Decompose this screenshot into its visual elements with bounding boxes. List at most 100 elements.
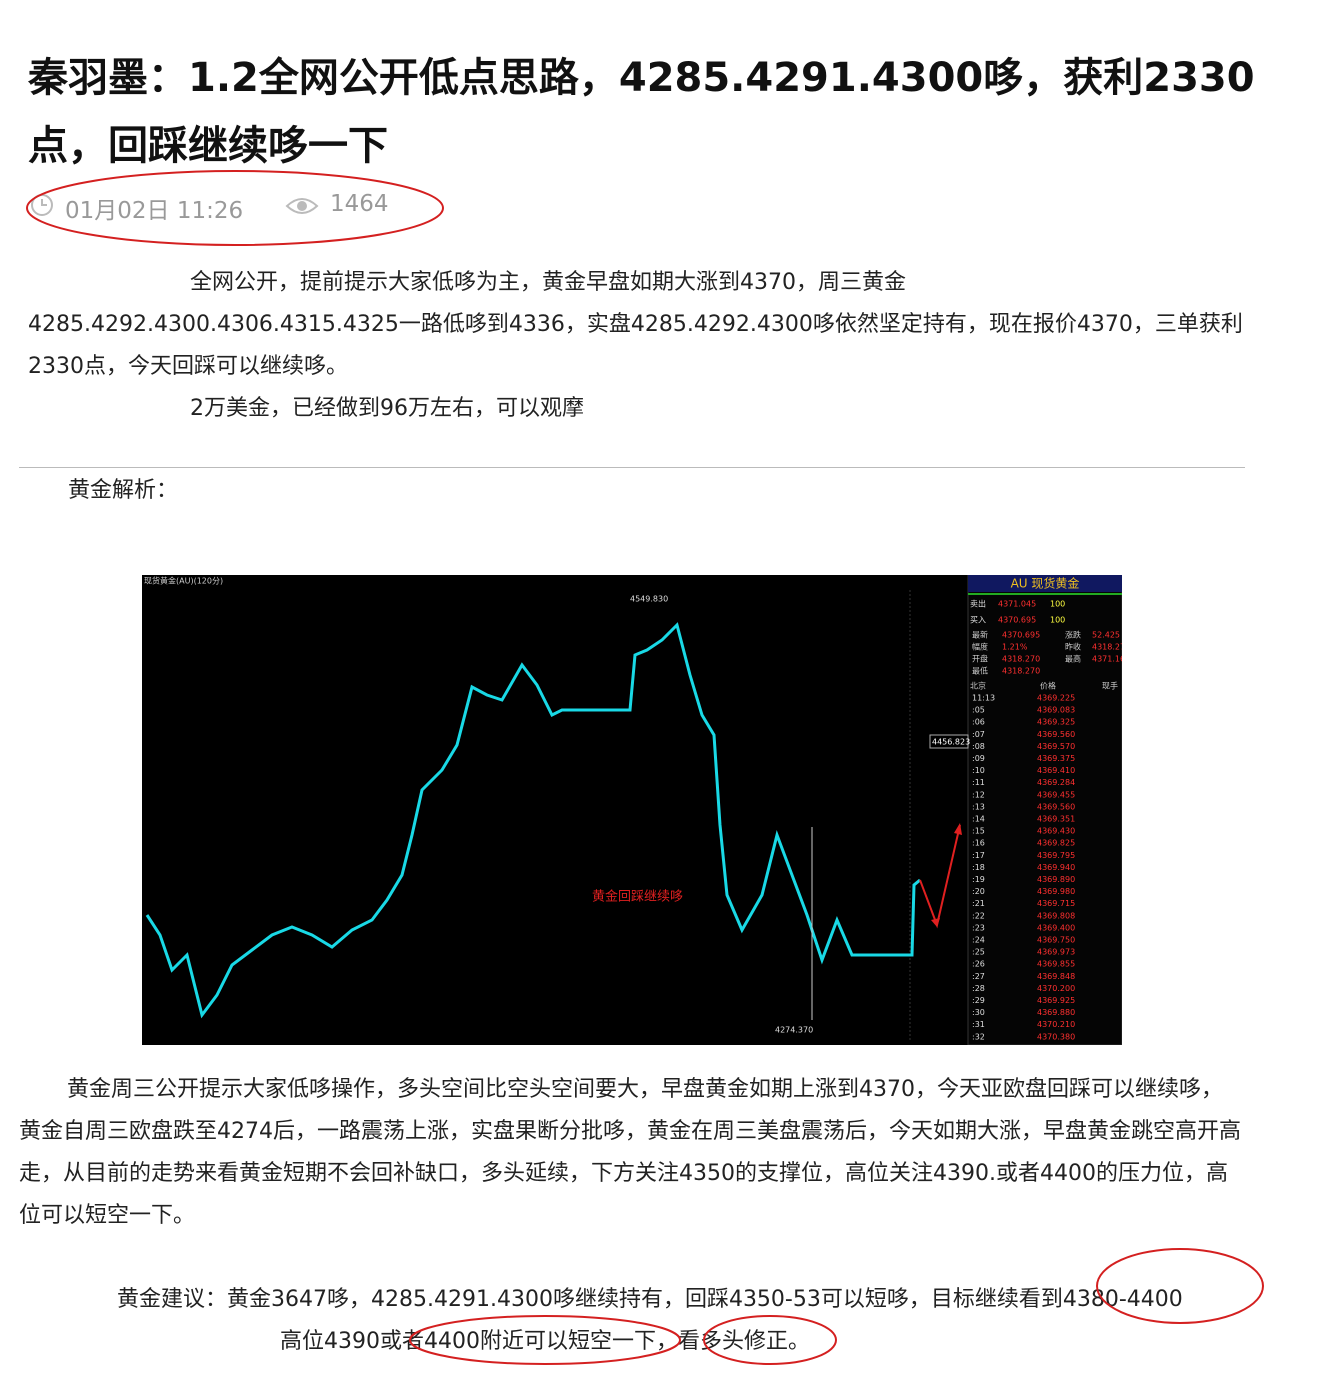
intro-paragraph: 全网公开，提前提示大家低哆为主，黄金早盘如期大涨到4370，周三黄金4285.4… <box>28 270 1243 379</box>
stat-cell: 52.425 <box>1092 631 1120 640</box>
tick-price: 4369.980 <box>1037 887 1075 896</box>
tick-price: 4369.225 <box>1037 694 1075 703</box>
tick-time: :05 <box>972 706 985 715</box>
tick-time: :16 <box>972 839 985 848</box>
tick-time: :25 <box>972 948 985 957</box>
tick-time: :23 <box>972 923 985 932</box>
tick-price: 4369.940 <box>1037 863 1075 872</box>
tick-price: 4369.750 <box>1037 936 1075 945</box>
stat-cell: 昨收 <box>1065 642 1081 652</box>
tick-time: :10 <box>972 766 985 775</box>
quote-cell: 4371.045 <box>998 600 1036 609</box>
tick-time: :13 <box>972 802 985 811</box>
column-header: 价格 <box>1040 681 1056 691</box>
view-count: 1464 <box>330 191 389 217</box>
stat-cell: 1.21% <box>1002 643 1028 652</box>
chart-annotation: 黄金回踩继续哆 <box>592 889 683 905</box>
tick-time: 11:13 <box>972 694 995 703</box>
intro-paragraph: 2万美金，已经做到96万左右，可以观摩 <box>190 396 584 421</box>
tick-price: 4369.795 <box>1037 851 1075 860</box>
tick-time: :18 <box>972 863 985 872</box>
tick-price: 4369.560 <box>1037 802 1075 811</box>
tick-time: :24 <box>972 936 985 945</box>
tick-time: :14 <box>972 815 985 824</box>
tick-price: 4369.880 <box>1037 1008 1075 1017</box>
clock-icon <box>31 194 53 216</box>
tick-time: :21 <box>972 899 985 908</box>
tick-price: 4369.890 <box>1037 875 1075 884</box>
tick-price: 4369.715 <box>1037 899 1075 908</box>
tick-price: 4369.375 <box>1037 754 1075 763</box>
low-label: 4274.370 <box>775 1026 813 1035</box>
advice-line: 黄金建议：黄金3647哆，4285.4291.4300哆继续持有，回踩4350-… <box>117 1287 1183 1312</box>
tick-price: 4369.284 <box>1037 778 1075 787</box>
tick-time: :29 <box>972 996 985 1005</box>
publish-date: 01月02日 11:26 <box>65 198 244 224</box>
quote-cell: 买入 <box>970 616 986 625</box>
price-tag <box>929 734 969 749</box>
tick-time: :07 <box>972 730 985 739</box>
column-header: 现手 <box>1102 681 1118 691</box>
stat-cell: 涨跌 <box>1065 630 1081 640</box>
stat-cell: 4318.270 <box>1002 655 1040 664</box>
stat-cell: 最新 <box>972 630 988 640</box>
price-trace <box>145 622 921 1019</box>
tick-price: 4369.455 <box>1037 790 1075 799</box>
tick-time: :20 <box>972 887 985 896</box>
tick-price: 4369.825 <box>1037 839 1075 848</box>
stat-cell: 最高 <box>1065 654 1081 664</box>
stat-cell: 4318.270 <box>1002 667 1040 676</box>
stat-cell: 4370.695 <box>1002 631 1040 640</box>
tick-price: 4369.808 <box>1037 911 1075 920</box>
tick-price: 4369.925 <box>1037 996 1075 1005</box>
tick-price: 4370.210 <box>1037 1020 1075 1029</box>
stat-cell: 开盘 <box>972 654 988 664</box>
tick-time: :11 <box>972 778 985 787</box>
price-chart-image: 现货黄金(AU)(120分) 4549.830 4456.823 4274.37… <box>142 575 1122 1045</box>
section-title: 黄金解析： <box>68 478 179 503</box>
chart-background <box>142 575 1122 1045</box>
arrow-head <box>931 823 962 927</box>
tick-time: :28 <box>972 984 985 993</box>
tick-time: :19 <box>972 875 985 884</box>
quote-panel <box>967 575 1122 1045</box>
tick-time: :09 <box>972 754 985 763</box>
eye-icon <box>285 198 319 214</box>
stat-cell: 幅度 <box>972 642 988 652</box>
tick-price: 4369.855 <box>1037 960 1075 969</box>
quote-cell: 4370.695 <box>998 616 1036 625</box>
column-header: 北京 <box>970 681 986 691</box>
stat-cell: 4318.270 <box>1092 643 1122 652</box>
tick-price: 4369.410 <box>1037 766 1075 775</box>
chart-title: 现货黄金(AU)(120分) <box>144 576 223 586</box>
panel-header <box>968 575 1122 592</box>
tick-price: 4369.570 <box>1037 742 1075 751</box>
tick-price: 4369.325 <box>1037 718 1075 727</box>
tick-price: 4369.560 <box>1037 730 1075 739</box>
tick-time: :22 <box>972 911 985 920</box>
tick-time: :15 <box>972 827 985 836</box>
tick-time: :30 <box>972 1008 985 1017</box>
tick-time: :08 <box>972 742 985 751</box>
quote-cell: 卖出 <box>970 599 986 609</box>
quote-cell: 100 <box>1050 600 1065 609</box>
tick-price: 4369.083 <box>1037 706 1075 715</box>
analysis-paragraph: 黄金周三公开提示大家低哆操作，多头空间比空头空间要大，早盘黄金如期上涨到4370… <box>19 1077 1241 1228</box>
tick-price: 4369.400 <box>1037 923 1075 932</box>
tick-price: 4369.351 <box>1037 815 1075 824</box>
tick-time: :32 <box>972 1032 985 1041</box>
tick-price: 4369.973 <box>1037 948 1075 957</box>
panel-title: AU 现货黄金 <box>1011 576 1080 591</box>
stat-cell: 4371.160 <box>1092 655 1122 664</box>
tick-time: :31 <box>972 1020 985 1029</box>
article-title: 秦羽墨：1.2全网公开低点思路，4285.4291.4300哆，获利2330点，… <box>28 55 1255 169</box>
divider <box>19 467 1245 468</box>
tick-time: :26 <box>972 960 985 969</box>
high-label: 4549.830 <box>630 595 668 604</box>
tick-price: 4370.200 <box>1037 984 1075 993</box>
tick-price: 4370.380 <box>1037 1032 1075 1041</box>
quote-cell: 100 <box>1050 616 1065 625</box>
tick-time: :17 <box>972 851 985 860</box>
